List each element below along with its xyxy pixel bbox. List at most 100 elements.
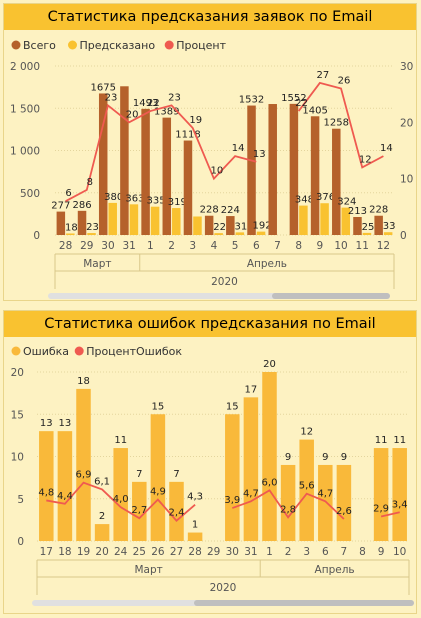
x-tick-label: 18 xyxy=(58,546,71,558)
bar-predicted xyxy=(87,233,96,235)
x-tick-label: 9 xyxy=(317,240,324,252)
bar-total xyxy=(162,117,172,235)
data-label-predicted: 33 xyxy=(383,221,396,232)
chart-title-errors: Статистика ошибок предсказания по Email xyxy=(4,311,416,337)
data-label-errors: 11 xyxy=(114,435,127,446)
data-label-total: 1405 xyxy=(302,105,327,116)
line-percent xyxy=(297,81,384,169)
data-label-total: 224 xyxy=(221,205,240,216)
data-label-error-percent: 5,6 xyxy=(299,481,315,492)
x-tick-label: 28 xyxy=(188,546,201,558)
data-label-total: 1493 xyxy=(133,98,158,109)
x-tick-label: 28 xyxy=(59,240,72,252)
y-right-tick-label: 30 xyxy=(400,61,413,73)
x-tick-label: 8 xyxy=(295,240,302,252)
bar-predicted xyxy=(172,208,181,235)
bar-total xyxy=(268,104,277,236)
legend-marker-0 xyxy=(11,346,21,356)
x-tick-label: 31 xyxy=(122,240,135,252)
data-label-error-percent: 4,4 xyxy=(57,491,73,502)
data-label-error-percent: 2,8 xyxy=(280,504,296,515)
scrollbar-thumb xyxy=(272,293,390,299)
data-label-errors: 18 xyxy=(77,376,90,387)
chart-title-requests: Статистика предсказания заявок по Email xyxy=(4,4,416,30)
bar-predicted xyxy=(383,232,393,235)
x-tick-label: 25 xyxy=(133,546,146,558)
data-label-error-percent: 4,0 xyxy=(113,494,129,505)
chart-panel-requests: Статистика предсказания заявок по Email … xyxy=(3,3,417,301)
x-tick-label: 19 xyxy=(77,546,90,558)
bar-total xyxy=(226,216,235,235)
y-right-tick-label: 10 xyxy=(400,174,413,186)
bar-predicted xyxy=(66,233,75,235)
x-tick-label: 9 xyxy=(378,546,385,558)
data-label-error-percent: 6,1 xyxy=(94,476,110,487)
month-label: Апрель xyxy=(315,564,355,576)
x-tick-label: 27 xyxy=(170,546,183,558)
y-right-tick-label: 20 xyxy=(400,117,413,129)
data-label-errors: 2 xyxy=(99,511,105,522)
data-label-errors: 9 xyxy=(322,452,328,463)
legend-label-0: Ошибка xyxy=(23,345,69,358)
data-label-errors: 15 xyxy=(226,401,239,412)
data-label-errors: 9 xyxy=(341,452,347,463)
bar-errors xyxy=(132,481,147,541)
bar-total xyxy=(120,86,129,235)
data-label-percent: 22 xyxy=(295,98,308,109)
data-label-percent: 27 xyxy=(316,70,329,81)
data-label-total: 286 xyxy=(72,200,91,211)
data-label-total: 277 xyxy=(51,201,70,212)
data-label-total: 1389 xyxy=(154,107,179,118)
bar-errors xyxy=(187,532,203,541)
data-label-percent: 6 xyxy=(65,188,71,199)
bar-predicted xyxy=(362,232,372,235)
data-label-predicted: 335 xyxy=(147,196,166,207)
data-label-predicted: 22 xyxy=(213,222,226,233)
data-label-error-percent: 2,9 xyxy=(373,503,389,514)
bar-errors xyxy=(243,397,259,541)
scrollbar-thumb xyxy=(194,600,414,606)
data-label-percent: 14 xyxy=(232,143,245,154)
x-tick-label: 1 xyxy=(147,240,154,252)
data-label-error-percent: 4,7 xyxy=(317,488,333,499)
line-error-percent xyxy=(231,489,345,520)
x-tick-label: 5 xyxy=(232,240,239,252)
y-left-tick-label: 1 000 xyxy=(10,146,40,158)
data-label-total: 1258 xyxy=(324,118,349,129)
bar-predicted xyxy=(129,204,139,235)
chart-requests: Всего Предсказано Процент 0 500 1 000 1 500 2 0… xyxy=(10,39,413,299)
x-tick-label: 17 xyxy=(40,546,53,558)
bar-errors xyxy=(57,431,73,541)
data-label-predicted: 319 xyxy=(168,197,187,208)
bar-total xyxy=(98,93,108,236)
data-label-error-percent: 4,8 xyxy=(38,487,54,498)
line-error-percent xyxy=(46,481,196,522)
data-label-total: 1552 xyxy=(281,93,306,104)
x-tick-label: 2 xyxy=(168,240,175,252)
x-tick-label: 7 xyxy=(341,546,348,558)
bar-total xyxy=(204,215,214,235)
bar-errors xyxy=(280,464,296,541)
data-label-errors: 17 xyxy=(245,384,258,395)
bar-total xyxy=(332,128,341,235)
data-label-predicted: 376 xyxy=(316,192,335,203)
x-tick-label: 1 xyxy=(266,546,273,558)
bar-errors xyxy=(299,439,314,541)
legend-label-1: ПроцентОшибок xyxy=(86,345,182,358)
month-label: Март xyxy=(83,258,111,270)
data-label-errors: 20 xyxy=(263,359,276,370)
bar-errors xyxy=(336,464,352,541)
bar-total xyxy=(77,210,87,235)
bar-predicted xyxy=(214,233,223,235)
data-label-percent: 22 xyxy=(147,98,160,109)
legend-label-1: Предсказано xyxy=(80,39,156,52)
data-label-error-percent: 4,7 xyxy=(243,488,259,499)
legend-marker-2 xyxy=(164,40,174,50)
x-tick-label: 29 xyxy=(207,546,220,558)
bar-total xyxy=(141,108,150,235)
bar-predicted xyxy=(299,205,308,235)
data-label-errors: 7 xyxy=(136,469,142,480)
data-label-total: 213 xyxy=(348,206,367,217)
bar-errors xyxy=(262,372,277,541)
